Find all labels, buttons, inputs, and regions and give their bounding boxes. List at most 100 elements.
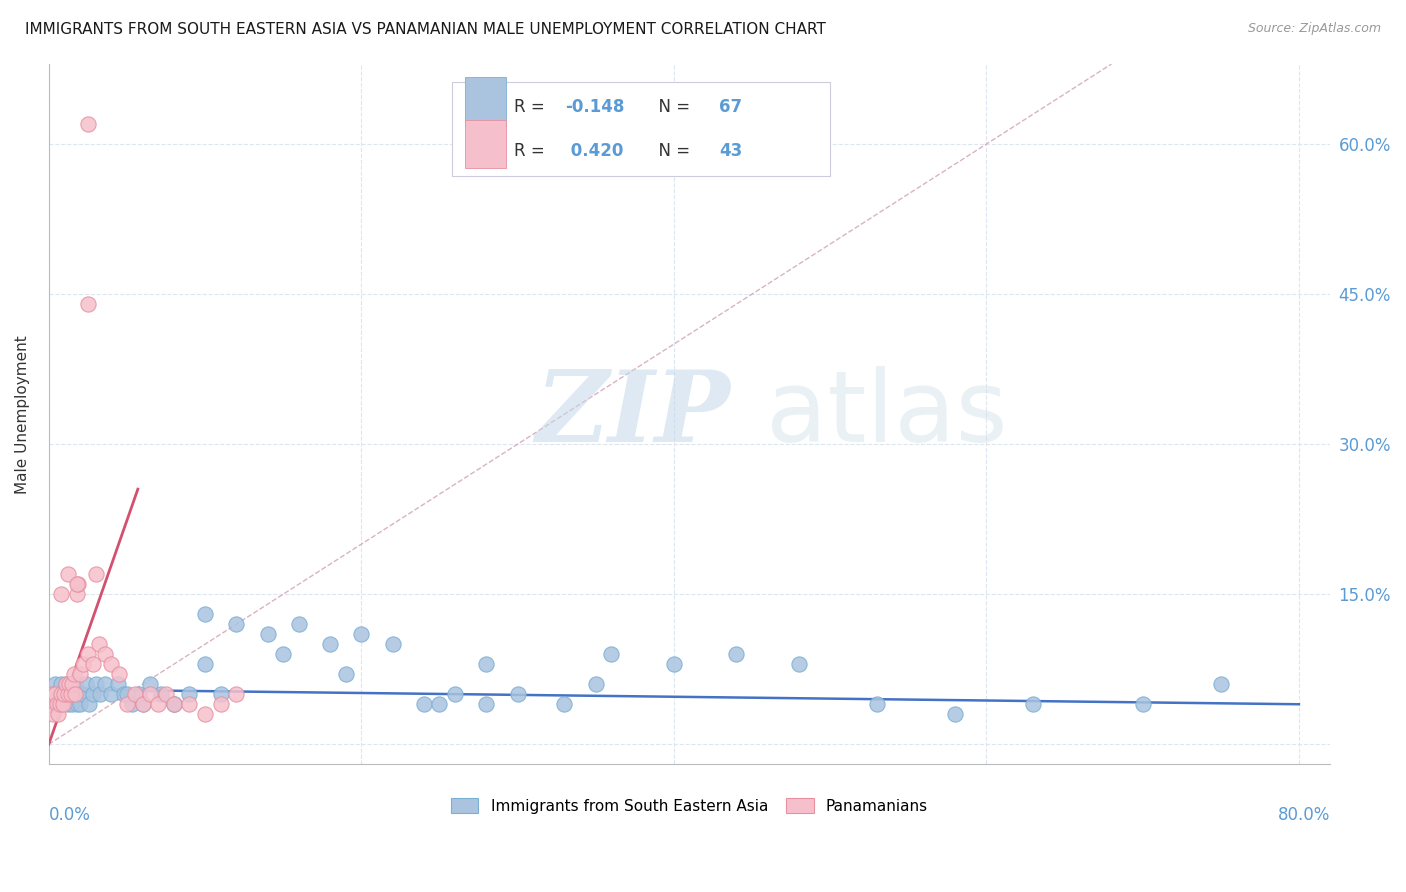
Point [52, 698, 75, 712]
Text: -0.148: -0.148 [565, 98, 624, 116]
Point [45, 687, 67, 701]
Point [66, 577, 89, 591]
Point [271, 647, 294, 661]
Point [209, 698, 232, 712]
Point [44, 677, 66, 691]
Text: N =: N = [648, 98, 696, 116]
Point [76, 297, 98, 311]
Point [69, 667, 91, 681]
Point [179, 687, 201, 701]
Point [139, 687, 162, 701]
Point [66, 587, 89, 601]
Point [209, 687, 232, 701]
Point [412, 698, 434, 712]
Point [39, 698, 62, 712]
Point [72, 687, 94, 701]
Point [256, 627, 278, 641]
Point [60, 698, 83, 712]
Point [67, 577, 90, 591]
Point [72, 657, 94, 672]
Point [41, 687, 63, 701]
Legend: Immigrants from South Eastern Asia, Panamanians: Immigrants from South Eastern Asia, Pana… [444, 791, 934, 820]
Point [124, 687, 146, 701]
Point [444, 687, 467, 701]
Point [350, 627, 373, 641]
Point [100, 687, 122, 701]
Text: N =: N = [648, 142, 696, 160]
Point [55, 677, 77, 691]
Point [42, 707, 65, 722]
Point [48, 698, 70, 712]
Point [179, 698, 201, 712]
Point [79, 698, 101, 712]
Point [53, 687, 76, 701]
Y-axis label: Male Unemployment: Male Unemployment [15, 334, 30, 493]
Point [56, 567, 79, 582]
Point [76, 647, 98, 661]
Text: 0.0%: 0.0% [49, 806, 90, 824]
Point [51, 587, 73, 601]
Point [107, 677, 129, 691]
Text: atlas: atlas [766, 366, 1008, 463]
FancyBboxPatch shape [453, 81, 831, 176]
Point [56, 698, 79, 712]
Point [67, 687, 90, 701]
Point [146, 698, 169, 712]
Point [82, 687, 104, 701]
Point [44, 687, 66, 701]
Point [51, 687, 73, 701]
Point [139, 677, 162, 691]
Point [150, 687, 173, 701]
Point [100, 657, 122, 672]
Point [225, 617, 247, 632]
Point [155, 687, 177, 701]
Point [48, 687, 70, 701]
Point [89, 687, 111, 701]
Point [108, 667, 131, 681]
Point [65, 687, 87, 701]
Point [41, 687, 63, 701]
Point [121, 698, 143, 712]
Point [128, 687, 150, 701]
Text: R =: R = [515, 98, 550, 116]
Point [1209, 677, 1232, 691]
Point [429, 698, 451, 712]
Text: 43: 43 [718, 142, 742, 160]
Point [553, 698, 575, 712]
Point [943, 707, 966, 722]
Point [51, 677, 73, 691]
Point [82, 657, 104, 672]
Text: ZIP: ZIP [536, 366, 731, 462]
Point [506, 687, 529, 701]
Point [194, 607, 217, 622]
Point [62, 687, 84, 701]
Point [225, 687, 247, 701]
Point [69, 698, 91, 712]
Point [60, 677, 83, 691]
Point [1132, 698, 1154, 712]
Point [39, 698, 62, 712]
Point [787, 657, 810, 672]
Point [1022, 698, 1045, 712]
Point [163, 698, 186, 712]
Point [335, 667, 357, 681]
Point [56, 687, 79, 701]
Point [55, 677, 77, 691]
Point [866, 698, 889, 712]
Point [58, 677, 80, 691]
Point [87, 637, 110, 651]
Point [94, 647, 117, 661]
Point [58, 687, 80, 701]
Point [381, 637, 404, 651]
Text: Source: ZipAtlas.com: Source: ZipAtlas.com [1247, 22, 1381, 36]
FancyBboxPatch shape [465, 78, 506, 126]
Point [475, 657, 498, 672]
Point [45, 698, 67, 712]
Text: 80.0%: 80.0% [1278, 806, 1330, 824]
Point [475, 698, 498, 712]
Point [65, 677, 87, 691]
Point [662, 657, 685, 672]
Point [84, 567, 107, 582]
Point [163, 698, 186, 712]
Point [194, 657, 217, 672]
